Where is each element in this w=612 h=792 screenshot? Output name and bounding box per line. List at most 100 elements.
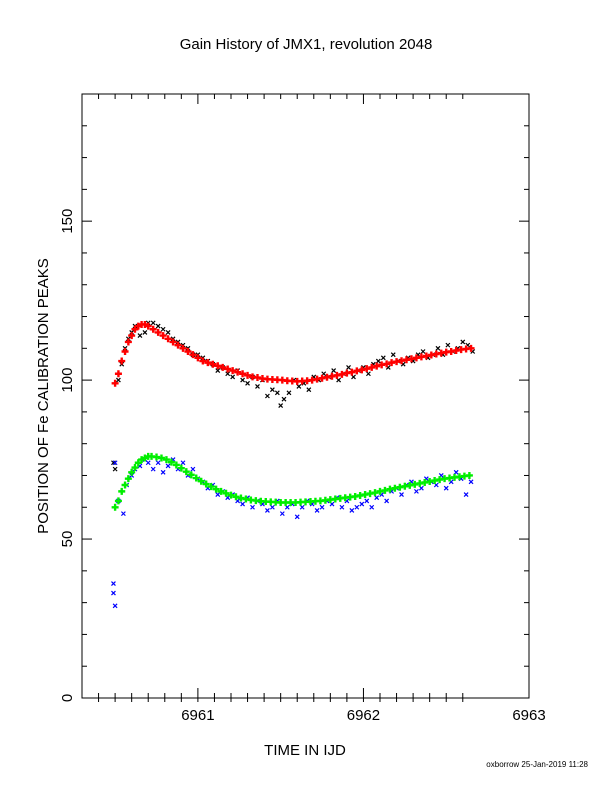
data-point (468, 479, 474, 485)
fit-point (159, 332, 167, 340)
data-point (435, 345, 441, 351)
data-point (413, 488, 419, 494)
data-point (359, 501, 365, 507)
fit-point (373, 362, 381, 370)
data-point (294, 514, 300, 520)
fit-point (219, 363, 227, 371)
data-point (190, 466, 196, 472)
footer-annotation: oxborrow 25-Jan-2019 11:28 (486, 760, 588, 769)
data-point (160, 469, 166, 475)
fit-point (371, 489, 379, 497)
fit-point (118, 357, 126, 365)
axis-tick-labels: 6961 6962 6963 0 50 100 150 (59, 209, 546, 724)
data-point (111, 581, 116, 586)
fit-point (194, 354, 202, 362)
fit-point (199, 357, 207, 365)
y-tick-label: 0 (59, 694, 76, 702)
data-point (225, 371, 231, 377)
data-point (279, 511, 285, 517)
data-point (180, 460, 186, 466)
data-point (264, 393, 270, 399)
fit-point (222, 489, 230, 497)
fit-point (174, 341, 182, 349)
data-point (112, 603, 118, 609)
data-point (453, 469, 459, 475)
x-tick-label: 6961 (181, 707, 214, 724)
data-point (240, 501, 246, 507)
fit-point (338, 370, 346, 378)
fit-point (177, 464, 185, 472)
data-point (278, 403, 284, 408)
chart-title: Gain History of JMX1, revolution 2048 (179, 36, 433, 53)
fit-point (348, 368, 356, 376)
fit-point (114, 497, 122, 505)
fit-point (192, 474, 200, 482)
y-tick-label: 150 (59, 209, 76, 234)
x-axis-label: TIME IN IJD (264, 742, 346, 759)
data-point (215, 368, 221, 373)
data-point (296, 384, 302, 389)
fit-point (121, 481, 129, 489)
data-point (269, 387, 275, 393)
data-point (445, 342, 451, 348)
fit-point (381, 486, 389, 494)
fit-point (164, 335, 172, 343)
fit-point (149, 325, 157, 333)
fit-point (154, 328, 162, 336)
data-point (460, 339, 466, 345)
data-point (165, 329, 171, 335)
fit-point (189, 351, 197, 359)
fit-point (202, 480, 210, 488)
data-point (142, 329, 148, 335)
data-point (269, 504, 275, 510)
fit-point (124, 338, 132, 346)
data-point (215, 492, 221, 497)
data-point (399, 492, 404, 497)
data-point (255, 384, 260, 389)
fit-point (358, 366, 366, 374)
fit-point (179, 344, 187, 352)
fit-point (234, 368, 242, 376)
data-point (369, 504, 375, 510)
fit-point (209, 360, 217, 368)
fit-point (144, 322, 152, 330)
fit-point (232, 493, 240, 501)
fit-point (182, 468, 190, 476)
data-point (160, 326, 166, 332)
data-point (374, 495, 380, 501)
fit-point (118, 487, 126, 495)
fit-point (212, 485, 220, 493)
fit-point (217, 487, 225, 495)
data-point (264, 508, 270, 513)
x-tick-label: 6962 (347, 707, 380, 724)
data-point (155, 460, 161, 466)
data-point (155, 323, 161, 329)
data-point (375, 358, 381, 364)
data-point (111, 590, 116, 596)
fit-point (187, 471, 195, 479)
data-point (331, 368, 337, 373)
series-0 (111, 320, 476, 472)
fit-point (227, 491, 235, 499)
data-point (319, 504, 325, 510)
data-points (111, 320, 476, 609)
data-point (150, 466, 156, 472)
fit-point (128, 468, 136, 476)
fit-point (157, 454, 165, 462)
data-point (230, 374, 236, 380)
data-point (281, 396, 287, 402)
data-point (346, 364, 351, 370)
fit-point (467, 344, 475, 352)
data-point (112, 460, 118, 466)
fit-point (363, 365, 371, 373)
fit-point (128, 332, 136, 340)
data-point (245, 380, 250, 386)
fit-point (111, 379, 119, 387)
data-point (286, 390, 292, 396)
fit-point (207, 483, 215, 491)
data-point (250, 504, 255, 510)
data-point (111, 460, 116, 466)
series-1 (111, 320, 475, 387)
fit-point (162, 456, 170, 464)
